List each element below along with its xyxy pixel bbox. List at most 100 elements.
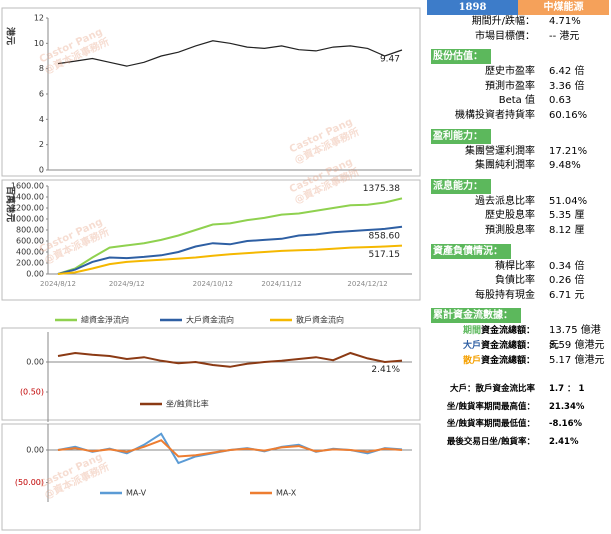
- label-text: Beta 值: [498, 95, 535, 107]
- label-text: 過去派息比率: [475, 195, 535, 207]
- y-tick-label: 12: [34, 14, 44, 23]
- label-text: 資金流總額：: [480, 355, 535, 366]
- legend-label: 坐/蝕貨比率: [166, 399, 209, 409]
- stock-name: 中煤能源: [518, 0, 609, 15]
- section-header: 資產負債情況：: [431, 243, 511, 259]
- info-row: 大戶資金流總額： 8.59 億港元: [427, 339, 609, 354]
- legend-label: MA-X: [276, 489, 297, 498]
- label-text: 資金流總額：: [480, 326, 535, 337]
- series-line: [57, 351, 403, 368]
- label-text: 預測市盈率: [485, 80, 535, 92]
- row-label: 集團純利潤率: [427, 159, 549, 174]
- row-label: 積桿比率: [427, 260, 549, 275]
- section-header: 盈利能力：: [431, 128, 491, 144]
- label-text: 集團純利潤率: [475, 160, 535, 172]
- info-row: 每股持有現金 6.71 元: [427, 289, 609, 304]
- row-label: 最後交易日坐/蝕貨率：: [427, 435, 549, 450]
- info-row: Beta 值 0.63: [427, 94, 609, 109]
- info-row: 坐/蝕貨率期間最高值： 21.34%: [427, 400, 609, 415]
- row-value: 21.34%: [549, 401, 585, 412]
- info-panel: 1898 中煤能源 期間升/跌幅： 4.71% 市場目標價： -- 港元 股份估值： 歷史市盈…: [427, 0, 609, 449]
- row-value: -8.16%: [549, 419, 583, 430]
- panel-header: 1898 中煤能源: [427, 0, 609, 15]
- info-row: 負債比率 0.26 倍: [427, 274, 609, 289]
- y-tick-label: 0.00: [26, 270, 44, 279]
- chart-frame: [1, 327, 421, 421]
- row-value: 17.21%: [549, 145, 588, 157]
- info-row: 期間升/跌幅： 4.71%: [427, 15, 609, 30]
- row-label: 期間升/跌幅：: [427, 15, 549, 30]
- info-row: 積桿比率 0.34 倍: [427, 260, 609, 275]
- series-line: [57, 225, 403, 275]
- row-value: 1.7 ： 1: [549, 384, 585, 395]
- row-value: 13.75 億港元: [549, 325, 601, 351]
- chart-frame: [1, 423, 421, 531]
- label-text: 坐/蝕貨率期間最高值：: [446, 401, 535, 412]
- row-label: 大戶資金流總額：: [427, 339, 549, 354]
- unit-label: 港元: [5, 27, 17, 45]
- label-text: 負債比率: [495, 275, 535, 287]
- series-line: [57, 197, 403, 275]
- x-tick-label: 2024/12/12: [347, 280, 387, 288]
- row-label: 期間資金流總額：: [427, 324, 549, 339]
- label-text: 歷史市盈率: [485, 66, 535, 78]
- info-row: 歷史股息率 5.35 厘: [427, 209, 609, 224]
- x-tick-label: 2024/10/12: [193, 280, 233, 288]
- row-value: 51.04%: [549, 195, 588, 207]
- y-tick-label: 10: [34, 39, 44, 48]
- label-prefix: 期間: [462, 326, 481, 337]
- series-line: [57, 40, 403, 67]
- info-row: 最後交易日坐/蝕貨率： 2.41%: [427, 435, 609, 450]
- y-tick-label: 600.00: [16, 237, 44, 246]
- section-wrap: 資產負債情況：: [427, 239, 609, 260]
- row-value: 0.34 倍: [549, 260, 585, 272]
- row-value: 8.12 厘: [549, 224, 585, 236]
- row-label: 每股持有現金: [427, 289, 549, 304]
- row-label: 過去派息比率: [427, 195, 549, 210]
- y-tick-label: 0.00: [26, 358, 44, 367]
- legend-label: MA-V: [126, 489, 147, 498]
- y-tick-label: 2: [39, 140, 44, 149]
- info-row: 預測市盈率 3.36 倍: [427, 80, 609, 95]
- row-label: 歷史股息率: [427, 209, 549, 224]
- label-text: 機構投資者持貨率: [455, 109, 535, 121]
- row-label: 機構投資者持貨率: [427, 109, 549, 124]
- row-value: 2.41%: [549, 436, 579, 447]
- section-header: 累計資金流數據：: [431, 308, 521, 324]
- info-row: 機構投資者持貨率 60.16%: [427, 109, 609, 124]
- section-wrap: 派息能力：: [427, 174, 609, 195]
- unit-label: 百萬港元: [5, 186, 17, 222]
- y-tick-label: (0.50): [20, 388, 44, 397]
- label-text: 集團營運利潤率: [465, 145, 535, 157]
- row-value: 5.35 厘: [549, 210, 585, 222]
- info-row: 期間資金流總額： 13.75 億港元: [427, 324, 609, 351]
- info-row: 集團純利潤率 9.48%: [427, 159, 609, 174]
- chart-frame: [1, 7, 421, 177]
- label-prefix: 大戶: [462, 340, 481, 351]
- info-row: 歷史市盈率 6.42 倍: [427, 65, 609, 80]
- row-label: Beta 值: [427, 94, 549, 109]
- y-tick-label: 6: [39, 90, 44, 99]
- row-label: 歷史市盈率: [427, 65, 549, 80]
- y-tick-label: 1400.00: [11, 193, 44, 202]
- section-header: 派息能力：: [431, 178, 491, 194]
- row-label: 負債比率: [427, 274, 549, 289]
- chart-frame: [1, 179, 421, 301]
- row-label: 預測股息率: [427, 224, 549, 239]
- y-tick-label: (50.00): [15, 478, 44, 487]
- section-wrap: 股份估值：: [427, 44, 609, 65]
- watermark: Castor Pang@資本派事務所: [38, 27, 111, 77]
- y-tick-label: 200.00: [16, 259, 44, 268]
- annotation: 858.60: [369, 231, 401, 241]
- label-text: 資金流總額：: [480, 340, 535, 351]
- x-tick-label: 2024/8/12: [40, 280, 76, 288]
- y-tick-label: 8: [39, 64, 44, 73]
- legend-label: 散戶資金流向: [296, 315, 344, 325]
- row-label: 市場目標價：: [427, 30, 549, 45]
- y-tick-label: 0.00: [26, 446, 44, 455]
- info-row: 散戶資金流總額： 5.17 億港元: [427, 354, 609, 369]
- row-label: 坐/蝕貨率期間最高值：: [427, 400, 549, 415]
- annotation: 1375.38: [363, 184, 400, 194]
- info-row: 坐/蝕貨率期間最低值： -8.16%: [427, 417, 609, 432]
- y-tick-label: 400.00: [16, 248, 44, 257]
